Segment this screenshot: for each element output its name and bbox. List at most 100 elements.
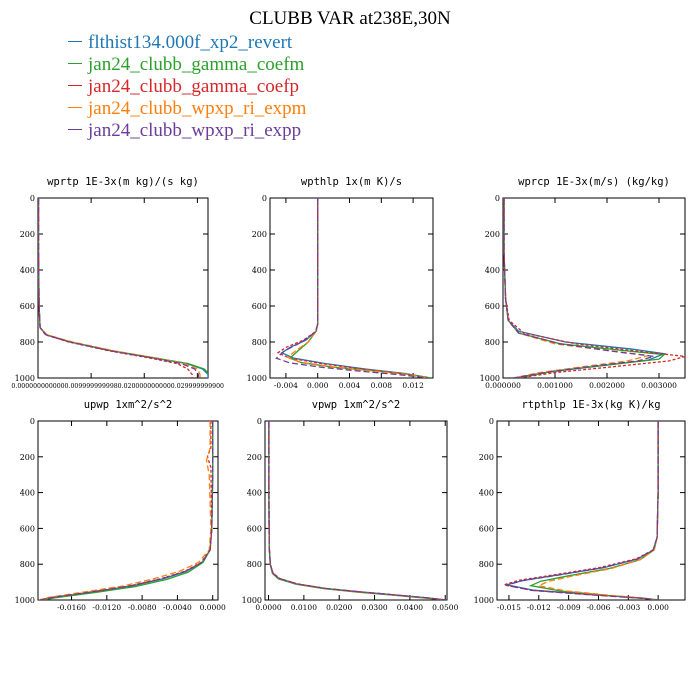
x-tick-label: -0.0040 bbox=[163, 603, 192, 612]
y-tick-label: 800 bbox=[252, 338, 267, 347]
series-line bbox=[288, 198, 432, 378]
y-tick-label: 400 bbox=[247, 489, 262, 498]
series-line bbox=[39, 421, 214, 600]
series-line bbox=[503, 198, 685, 378]
legend-item: jan24_clubb_gamma_coefm bbox=[68, 54, 306, 76]
panel-title: rtpthlp 1E-3x(kg K)/kg bbox=[521, 399, 660, 411]
plot-frame bbox=[264, 420, 448, 601]
y-tick-label: 600 bbox=[252, 302, 267, 311]
y-tick-label: 0 bbox=[495, 194, 500, 203]
legend-label: jan24_clubb_gamma_coefp bbox=[88, 76, 300, 97]
x-tick-label: 0.004 bbox=[339, 381, 361, 390]
y-tick-label: 800 bbox=[247, 560, 262, 569]
y-tick-label: 1000 bbox=[480, 374, 500, 383]
plot-frame bbox=[269, 197, 434, 379]
series-line bbox=[268, 421, 447, 600]
y-tick-label: 400 bbox=[252, 266, 267, 275]
series-line bbox=[38, 198, 200, 378]
y-tick-label: 0 bbox=[30, 194, 35, 203]
x-tick-label: -0.0120 bbox=[92, 603, 121, 612]
legend-line-swatch bbox=[68, 85, 82, 87]
series-line bbox=[276, 198, 428, 378]
legend-label: jan24_clubb_wpxp_ri_expp bbox=[88, 120, 302, 141]
legend-line-swatch bbox=[68, 107, 82, 109]
legend-label: jan24_clubb_gamma_coefm bbox=[88, 54, 305, 75]
series-line bbox=[275, 198, 429, 378]
y-tick-label: 800 bbox=[479, 560, 494, 569]
y-tick-label: 800 bbox=[20, 338, 35, 347]
figure-title: CLUBB VAR at238E,30N bbox=[249, 8, 451, 29]
x-tick-label: 0.0000 bbox=[255, 603, 281, 612]
y-tick-label: 600 bbox=[20, 524, 35, 533]
series-line bbox=[503, 198, 666, 378]
chart-panel: wpthlp 1x(m K)/s 0 200 400 600 800 1000 -0.004 0… bbox=[247, 176, 434, 390]
x-tick-label: 0.008 bbox=[371, 381, 393, 390]
x-tick-label: -0.003 bbox=[616, 603, 640, 612]
plot-frame bbox=[37, 197, 209, 379]
x-tick-label: -0.009 bbox=[557, 603, 581, 612]
y-tick-label: 800 bbox=[20, 560, 35, 569]
x-tick-label: 0.001000 bbox=[537, 381, 573, 390]
series-line bbox=[503, 198, 654, 378]
panel-title: wprcp 1E-3x(m/s) (kg/kg) bbox=[518, 176, 670, 188]
x-tick-label: -0.012 bbox=[527, 603, 551, 612]
y-tick-label: 0 bbox=[489, 417, 494, 426]
series-line bbox=[268, 421, 446, 600]
y-tick-label: 1000 bbox=[242, 596, 262, 605]
legend-line-swatch bbox=[68, 129, 82, 131]
panel-title: upwp 1xm^2/s^2 bbox=[84, 399, 173, 411]
x-tick-label: 0.012 bbox=[402, 381, 424, 390]
x-tick-label: 0.0400 bbox=[397, 603, 423, 612]
x-tick-label: 0.0200 bbox=[326, 603, 352, 612]
series-line bbox=[503, 421, 659, 600]
y-tick-label: 200 bbox=[20, 230, 35, 239]
x-tick-label: 0.0100 bbox=[291, 603, 317, 612]
series-line bbox=[38, 198, 208, 378]
x-tick-label: 0.000000 bbox=[485, 381, 521, 390]
plot-frame bbox=[496, 420, 686, 601]
y-tick-label: 600 bbox=[20, 302, 35, 311]
series-line bbox=[38, 198, 193, 378]
y-tick-label: 400 bbox=[20, 489, 35, 498]
legend-item: flthist134.000f_xp2_revert bbox=[68, 32, 306, 54]
y-tick-label: 400 bbox=[485, 266, 500, 275]
chart-panel: upwp 1xm^2/s^2 0 200 400 600 800 1000 -0.0160 -0… bbox=[15, 399, 226, 612]
chart-panel: rtpthlp 1E-3x(kg K)/kg02004006008001000-… bbox=[474, 399, 686, 612]
series-line bbox=[280, 198, 431, 378]
x-tick-label: 0.009999999998 bbox=[65, 383, 118, 390]
series-line bbox=[268, 421, 446, 600]
series-line bbox=[528, 421, 659, 600]
x-tick-label: -0.004 bbox=[274, 381, 298, 390]
legend-item: jan24_clubb_wpxp_ri_expp bbox=[68, 120, 306, 142]
x-tick-label: 0.000 bbox=[647, 603, 669, 612]
series-line bbox=[268, 421, 446, 600]
plot-frame bbox=[502, 197, 686, 379]
series-line bbox=[503, 198, 667, 378]
x-tick-label: -0.0080 bbox=[128, 603, 157, 612]
series-line bbox=[268, 421, 446, 600]
x-tick-label: -0.006 bbox=[586, 603, 610, 612]
legend-item: jan24_clubb_wpxp_ri_expm bbox=[68, 98, 306, 120]
panel-title: wprtp 1E-3x(m kg)/(s kg) bbox=[47, 176, 199, 188]
panel-title: wpthlp 1x(m K)/s bbox=[301, 176, 402, 188]
series-line bbox=[38, 198, 201, 378]
chart-panel: wprtp 1E-3x(m kg)/(s kg) 0 200 400 600 800 100… bbox=[11, 176, 224, 390]
y-tick-label: 200 bbox=[252, 230, 267, 239]
series-line bbox=[38, 198, 208, 375]
y-tick-label: 200 bbox=[485, 230, 500, 239]
y-tick-label: 800 bbox=[485, 338, 500, 347]
y-tick-label: 0 bbox=[30, 417, 35, 426]
series-line bbox=[505, 421, 659, 600]
series-line bbox=[38, 421, 212, 600]
series-line bbox=[536, 421, 659, 600]
x-tick-label: 0.029999999900 bbox=[171, 383, 224, 390]
x-tick-label: 0.000000000000 bbox=[11, 383, 64, 390]
y-tick-label: 1000 bbox=[15, 596, 35, 605]
plot-frame bbox=[37, 420, 219, 601]
x-tick-label: 0.020000000000 bbox=[118, 383, 171, 390]
x-tick-label: 0.0500 bbox=[432, 603, 458, 612]
y-tick-label: 600 bbox=[485, 302, 500, 311]
y-tick-label: 200 bbox=[479, 453, 494, 462]
